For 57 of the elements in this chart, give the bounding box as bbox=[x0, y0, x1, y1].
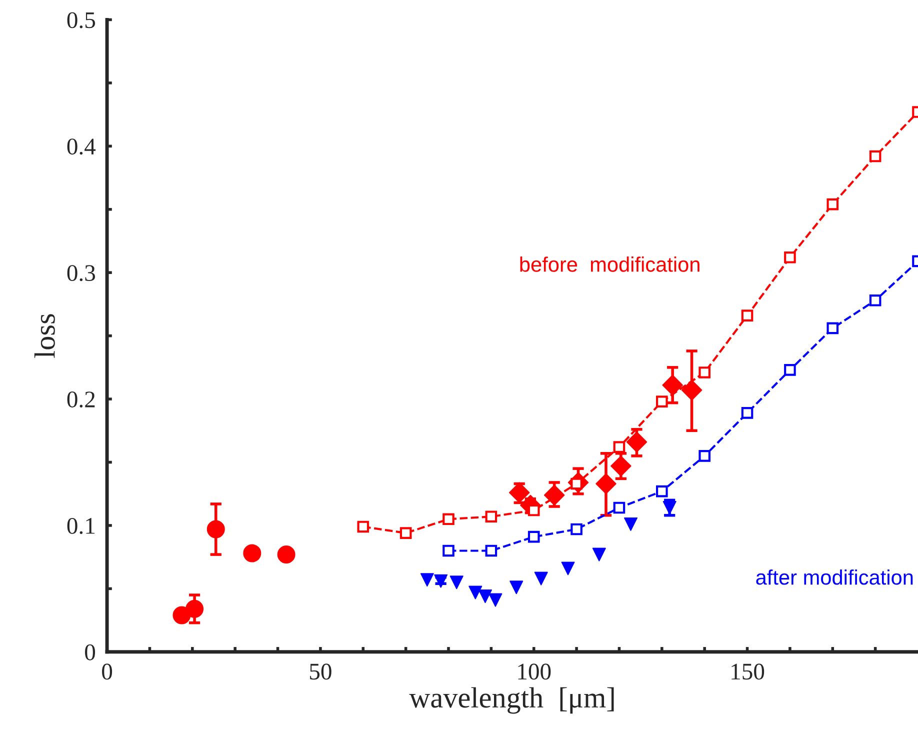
x-tick-label: 100 bbox=[518, 664, 551, 680]
point bbox=[357, 520, 370, 533]
point bbox=[610, 456, 632, 476]
point bbox=[485, 544, 498, 557]
text: after modification bbox=[756, 569, 913, 585]
point bbox=[186, 600, 204, 618]
point bbox=[741, 407, 754, 419]
y-tick-label: 0.2 bbox=[67, 392, 95, 408]
x-axis-title: wavelength [μm] bbox=[409, 687, 614, 714]
point bbox=[698, 366, 710, 378]
point bbox=[400, 527, 412, 539]
point bbox=[698, 450, 710, 462]
x-tick-label: 50 bbox=[310, 664, 332, 680]
point bbox=[534, 572, 548, 586]
point bbox=[826, 322, 839, 334]
point bbox=[570, 523, 582, 536]
point bbox=[277, 546, 296, 564]
y-axis-title: loss bbox=[34, 314, 55, 358]
point bbox=[662, 501, 676, 515]
point bbox=[510, 580, 524, 594]
y-tick-label: 0.1 bbox=[67, 518, 95, 534]
point bbox=[613, 502, 626, 514]
point bbox=[485, 510, 498, 523]
point bbox=[869, 150, 882, 162]
point bbox=[488, 593, 502, 607]
point bbox=[450, 576, 464, 590]
point bbox=[434, 574, 448, 588]
point bbox=[420, 573, 434, 587]
point bbox=[784, 364, 796, 376]
point bbox=[478, 590, 492, 604]
point bbox=[626, 432, 648, 452]
point bbox=[528, 530, 540, 543]
point bbox=[681, 380, 702, 401]
point bbox=[662, 374, 683, 396]
point bbox=[624, 517, 638, 531]
point bbox=[442, 544, 454, 557]
point bbox=[561, 562, 575, 576]
x-tick-label: 150 bbox=[732, 664, 764, 680]
point bbox=[741, 310, 754, 322]
point bbox=[468, 586, 482, 600]
point bbox=[784, 252, 796, 264]
text: before modification bbox=[520, 256, 700, 272]
point bbox=[596, 473, 616, 494]
point bbox=[826, 198, 839, 210]
x-tick-label: 0 bbox=[102, 664, 112, 680]
point bbox=[869, 294, 882, 306]
y-tick-label: 0 bbox=[85, 644, 96, 660]
point bbox=[592, 548, 606, 562]
point bbox=[544, 484, 565, 506]
y-tick-label: 0.5 bbox=[67, 12, 96, 28]
point bbox=[656, 485, 668, 498]
y-tick-label: 0.3 bbox=[67, 265, 96, 282]
point bbox=[442, 513, 454, 526]
point bbox=[206, 520, 225, 538]
point bbox=[243, 544, 262, 562]
point bbox=[656, 396, 668, 408]
y-tick-label: 0.4 bbox=[67, 138, 96, 155]
